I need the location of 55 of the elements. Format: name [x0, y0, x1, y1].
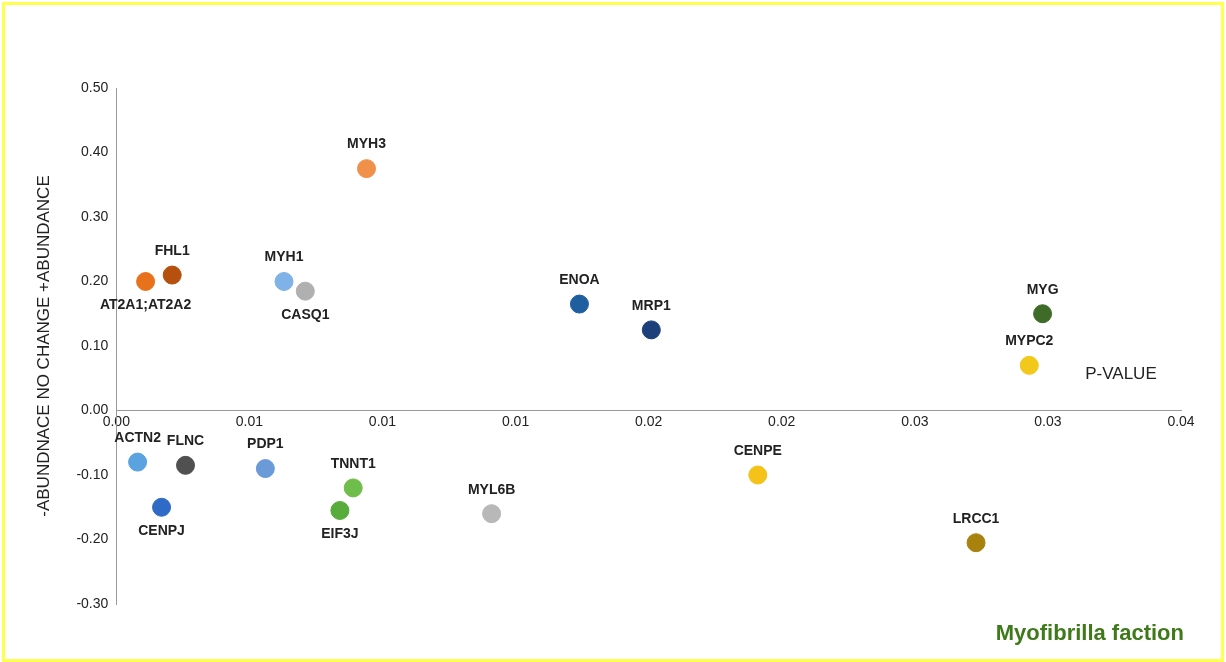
- annotation: FHL1: [154, 241, 190, 258]
- point: [162, 265, 182, 285]
- annotation: CENPJ: [138, 522, 185, 539]
- point: [1033, 304, 1053, 324]
- point: [128, 452, 148, 472]
- point: [152, 497, 172, 517]
- annotation: LRCC1: [952, 509, 1000, 526]
- y-tick-label: 0.50: [81, 78, 109, 95]
- point: [569, 294, 589, 314]
- annotation: MRP1: [631, 296, 671, 313]
- point: [274, 272, 294, 291]
- annotation: MYL6B: [467, 480, 516, 497]
- point: [1019, 355, 1039, 375]
- y-tick-label: -0.10: [76, 465, 109, 482]
- annotation: CASQ1: [281, 306, 330, 323]
- point: [748, 465, 768, 485]
- point: [136, 272, 156, 291]
- y-tick-label: 0.40: [81, 143, 109, 160]
- point: [482, 504, 502, 524]
- y-tick-label: 0.10: [81, 336, 109, 353]
- x-tick-label: 0.01: [235, 412, 264, 429]
- annotation: AT2A1;AT2A2: [99, 296, 192, 313]
- point: [295, 281, 315, 301]
- text: Myofibrilla faction: [995, 620, 1184, 646]
- annotation: CENPE: [733, 441, 782, 458]
- point: [357, 159, 377, 179]
- x-tick-label: 0.04: [1167, 412, 1195, 429]
- annotation: FLNC: [166, 432, 205, 449]
- annotation: MYH3: [347, 135, 387, 152]
- x-axis-title: P-VALUE: [1085, 364, 1157, 384]
- x-tick-label: 0.03: [1034, 412, 1062, 429]
- annotation: PDP1: [247, 435, 284, 452]
- y-tick-label: -0.30: [76, 594, 109, 611]
- annotation: ACTN2: [114, 428, 162, 445]
- y-tick-label: 0.30: [81, 207, 109, 224]
- annotation: MYG: [1026, 280, 1059, 297]
- annotation: MYPC2: [1005, 332, 1054, 349]
- point: [330, 500, 350, 520]
- x-tick-label: 0.01: [501, 412, 530, 429]
- y-tick-label: -0.20: [76, 530, 109, 547]
- x-tick-label: 0.01: [368, 412, 397, 429]
- annotation: MYH1: [264, 248, 304, 265]
- x-tick-label: 0.02: [768, 412, 796, 429]
- annotation: TNNT1: [330, 454, 376, 471]
- x-tick-label: 0.02: [635, 412, 663, 429]
- point: [255, 459, 275, 479]
- point: [176, 455, 196, 475]
- annotation: EIF3J: [321, 525, 359, 542]
- y-tick-label: 0.20: [81, 272, 109, 289]
- point: [966, 533, 986, 553]
- point: [343, 478, 363, 498]
- annotation: ENOA: [559, 270, 600, 287]
- y-axis-title: -ABUNDNACE NO CHANGE +ABUNDANCE: [33, 175, 53, 517]
- x-tick-label: 0.03: [901, 412, 929, 429]
- point: [641, 320, 661, 340]
